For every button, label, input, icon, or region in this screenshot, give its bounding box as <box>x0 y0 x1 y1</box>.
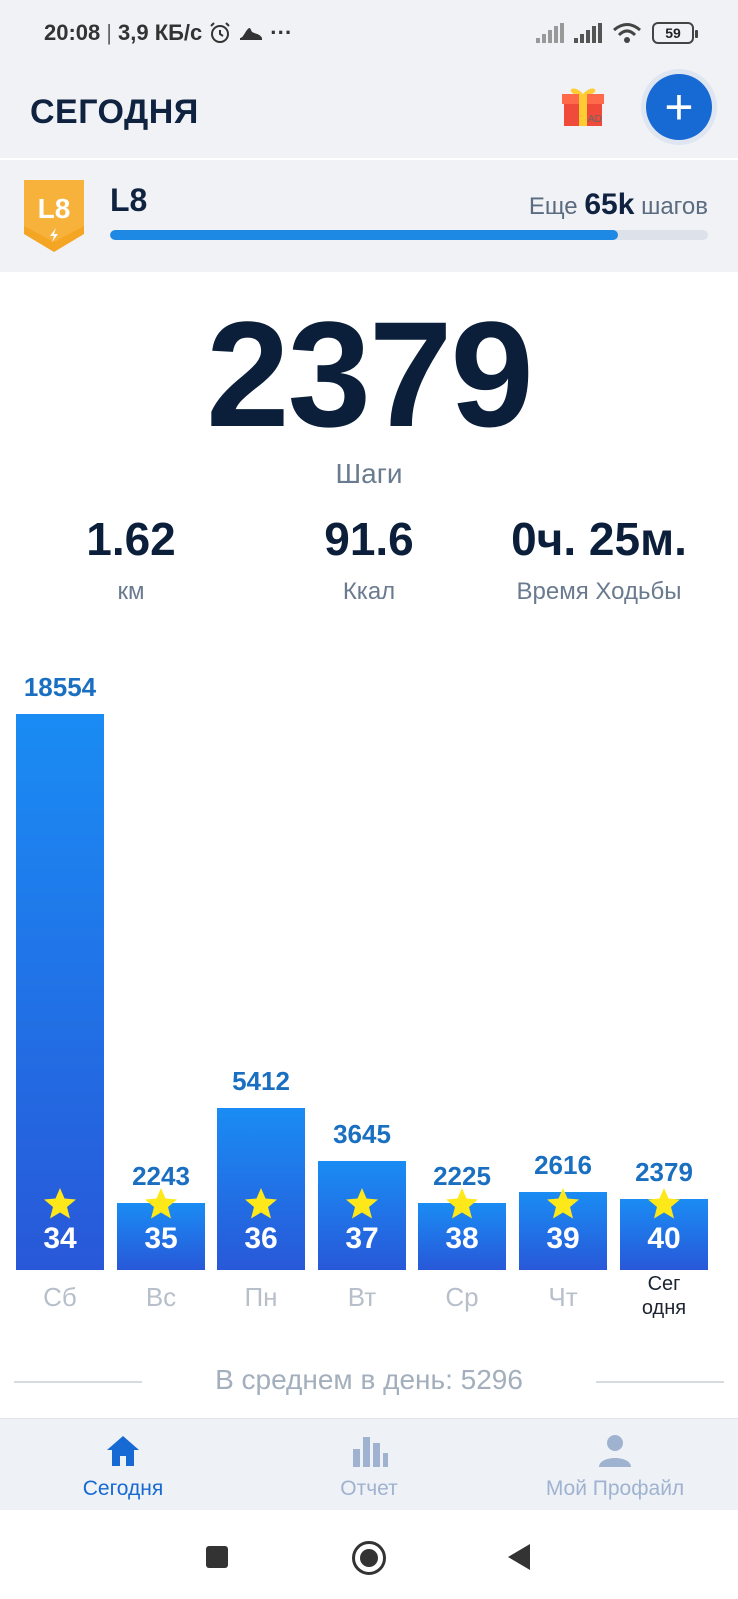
nav-today[interactable]: Сегодня <box>0 1419 246 1511</box>
walk-time-value: 0ч. 25м. <box>511 513 687 565</box>
nav-report-label: Отчет <box>340 1477 398 1500</box>
chart-bar-value: 2379 <box>635 1157 693 1187</box>
ad-badge: AD <box>588 114 602 125</box>
alarm-icon <box>210 22 231 43</box>
chart-bar-value: 5412 <box>232 1066 290 1096</box>
home-icon <box>107 1436 139 1466</box>
level-remaining-value: 65k <box>584 188 635 221</box>
distance-metric: 1.62 км <box>8 512 254 606</box>
level-progress-fill <box>110 230 619 240</box>
chart-bar-value: 2243 <box>132 1161 190 1191</box>
nav-report[interactable]: Отчет <box>246 1419 492 1511</box>
battery-icon: 59 <box>652 22 698 44</box>
chart-day-label: Пн <box>244 1282 278 1312</box>
nav-profile[interactable]: Мой Профайл <box>492 1419 738 1511</box>
status-time: 20:08 <box>44 20 101 45</box>
chart-bar-day-number: 39 <box>546 1222 580 1255</box>
chart-day-label: Ср <box>445 1282 479 1312</box>
distance-value: 1.62 <box>86 513 176 565</box>
profile-icon <box>599 1435 631 1467</box>
level-name: L8 <box>110 182 148 218</box>
chart-bar-day-number: 40 <box>647 1222 681 1255</box>
shoe-icon <box>240 28 263 40</box>
chart-bar-value: 2225 <box>433 1161 491 1191</box>
chart-day-label: Вс <box>145 1282 177 1312</box>
distance-unit: км <box>117 578 145 605</box>
chart-bar-day-number: 38 <box>445 1222 479 1255</box>
chart-bar-value: 18554 <box>23 672 97 702</box>
chart-bar[interactable] <box>117 1203 205 1270</box>
avg-divider-left <box>14 1381 142 1383</box>
calories-unit: Ккал <box>342 578 396 605</box>
level-remaining-suffix: шагов <box>641 193 708 220</box>
nav-profile-label: Мой Профайл <box>545 1477 685 1500</box>
status-net-speed: 3,9 КБ/с <box>118 20 203 45</box>
chart-day-label: Вт <box>347 1282 377 1312</box>
chart-bar[interactable] <box>16 714 104 1270</box>
recents-icon[interactable] <box>206 1546 228 1568</box>
level-section: L8 L8 Еще 65k шагов <box>0 160 738 272</box>
star-icon <box>245 1188 277 1219</box>
step-count-label: Шаги <box>335 458 403 489</box>
status-separator: | <box>106 20 112 45</box>
chart-bar-day-number: 37 <box>345 1222 379 1255</box>
star-icon <box>145 1188 177 1219</box>
level-progress-bar <box>110 230 708 240</box>
signal-icon-1 <box>536 23 564 43</box>
bottom-nav: Сегодня Отчет Мой Профайл <box>0 1418 738 1510</box>
star-icon <box>44 1188 76 1219</box>
wifi-icon <box>613 23 641 43</box>
add-button[interactable]: + <box>646 74 712 140</box>
nav-today-label: Сегодня <box>82 1477 164 1500</box>
system-nav-bar <box>0 1510 738 1599</box>
chart-day-label: Сег одня <box>641 1273 687 1319</box>
walk-time-metric: 0ч. 25м. Время Ходьбы <box>476 512 722 606</box>
star-icon <box>547 1188 579 1219</box>
signal-icon-2 <box>574 23 602 43</box>
chart-bar-day-number: 36 <box>244 1222 278 1255</box>
chart-day-label: Чт <box>548 1282 578 1312</box>
walk-time-label: Время Ходьбы <box>516 578 682 605</box>
level-badge-icon: L8 <box>24 180 84 252</box>
star-icon <box>446 1188 478 1219</box>
chart-bar[interactable] <box>418 1203 506 1270</box>
weekly-steps-chart: 18554 34 Сб 2243 35 Вс 5412 36 Пн 3645 37 Вт 2225 38 С… <box>0 660 738 1340</box>
home-button-icon[interactable] <box>352 1541 386 1575</box>
chart-bar-day-number: 34 <box>43 1222 77 1255</box>
calories-metric: 91.6 Ккал <box>246 512 492 606</box>
star-icon <box>648 1188 680 1219</box>
star-icon <box>346 1188 378 1219</box>
chart-bar-value: 3645 <box>333 1119 391 1149</box>
chart-bar-day-number: 35 <box>144 1222 178 1255</box>
app-bar: СЕГОДНЯ AD + <box>0 66 738 158</box>
daily-average: В среднем в день: 5296 <box>215 1364 523 1395</box>
chart-bar-value: 2616 <box>534 1150 592 1180</box>
avg-divider-right <box>596 1381 724 1383</box>
chart-day-label: Сб <box>43 1282 77 1312</box>
level-badge-text: L8 <box>38 193 71 224</box>
level-remaining-prefix: Еще <box>528 193 578 220</box>
step-count: 2379 <box>206 290 534 458</box>
calories-value: 91.6 <box>324 513 414 565</box>
level-remaining: Еще 65k шагов <box>529 188 708 222</box>
gift-icon[interactable] <box>560 82 606 128</box>
back-icon[interactable] <box>508 1544 530 1570</box>
status-bar: 20:08 | 3,9 КБ/с ··· 59 <box>0 0 738 66</box>
chart-bar[interactable] <box>318 1161 406 1270</box>
page-title: СЕГОДНЯ <box>30 92 199 131</box>
status-more-icon: ··· <box>270 20 293 45</box>
bar-chart-icon <box>353 1437 388 1467</box>
